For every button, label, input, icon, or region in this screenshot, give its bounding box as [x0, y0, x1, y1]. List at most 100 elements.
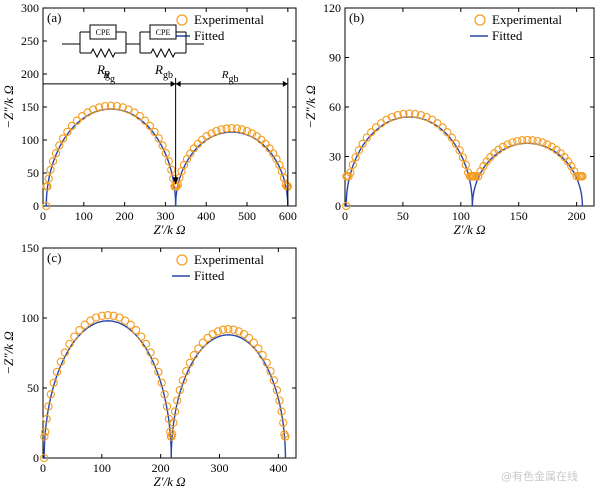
y-tick-label: 300	[21, 1, 39, 15]
experimental-point	[89, 105, 98, 114]
y-tick-label: 0	[33, 199, 39, 213]
panel-label: (a)	[47, 10, 61, 25]
arrowhead	[172, 177, 179, 185]
experimental-point	[194, 344, 203, 353]
resistor-element	[140, 47, 186, 59]
experimental-point	[518, 136, 527, 145]
arrowhead	[170, 80, 176, 87]
experimental-point	[513, 136, 522, 146]
experimental-point	[217, 125, 226, 134]
experimental-point	[393, 111, 402, 120]
experimental-point	[461, 160, 470, 169]
experimental-point	[56, 357, 65, 366]
x-tick-label: 0	[40, 209, 46, 223]
experimental-point	[387, 112, 397, 122]
experimental-point	[247, 129, 257, 138]
experimental-point	[40, 453, 49, 463]
legend-experimental-marker	[176, 254, 188, 266]
experimental-point	[106, 101, 116, 110]
legend-experimental-label: Experimental	[194, 252, 264, 267]
experimental-point	[198, 338, 208, 347]
experimental-point	[43, 182, 52, 191]
experimental-point	[118, 103, 127, 112]
cpe-label: CPE	[156, 28, 171, 37]
experimental-point	[232, 124, 242, 133]
experimental-point	[46, 390, 55, 399]
y-tick-label: 150	[21, 241, 39, 255]
experimental-point	[498, 142, 508, 152]
experimental-point	[157, 378, 166, 387]
experimental-point	[416, 111, 426, 120]
x-tick-label: 300	[211, 461, 229, 475]
x-tick-label: 200	[116, 209, 134, 223]
experimental-point	[170, 407, 180, 416]
experimental-point	[249, 338, 258, 347]
fitted-curve-1	[43, 320, 172, 459]
experimental-point	[227, 123, 236, 133]
experimental-point	[130, 108, 139, 117]
experimental-point	[410, 109, 420, 119]
legend-fitted-label: Fitted	[492, 28, 523, 43]
experimental-point	[154, 367, 163, 377]
experimental-point	[237, 125, 247, 134]
experimental-point	[72, 116, 82, 125]
fitted-curve-1	[345, 116, 474, 207]
experimental-point	[189, 351, 199, 360]
experimental-point	[140, 116, 150, 125]
experimental-point	[109, 311, 118, 320]
x-tick-label: 600	[279, 209, 297, 223]
x-tick-label: 0	[342, 209, 348, 223]
experimental-point	[175, 386, 184, 395]
circuit-label-rgb: Rgb	[154, 62, 173, 81]
plot-frame	[42, 247, 297, 459]
panel-0: 0 100 200 300 400 500 600050100150200250300Z′/…	[1, 1, 297, 237]
x-tick-label: 0	[40, 461, 46, 475]
experimental-point	[137, 332, 146, 341]
experimental-point	[254, 344, 263, 353]
experimental-point	[277, 407, 286, 416]
fitted-curve-2	[174, 131, 289, 207]
experimental-point	[538, 138, 547, 147]
experimental-point	[160, 390, 169, 399]
experimental-point	[362, 133, 371, 142]
fitted-curve-1	[45, 108, 177, 206]
experimental-point	[193, 139, 203, 149]
experimental-point	[213, 327, 223, 336]
experimental-point	[158, 141, 167, 150]
experimental-point	[150, 357, 159, 366]
y-axis-label: −Z″/k Ω	[1, 331, 16, 374]
y-axis-label: −Z″/k Ω	[1, 85, 16, 128]
x-tick-label: 50	[397, 209, 409, 223]
x-tick-label: 100	[93, 461, 111, 475]
y-axis-label: −Z″/k Ω	[303, 85, 318, 128]
experimental-point	[533, 136, 542, 146]
experimental-point	[55, 141, 64, 150]
experimental-point	[471, 172, 481, 181]
experimental-point	[52, 367, 62, 377]
legend-fitted-label: Fitted	[194, 268, 225, 283]
experimental-point	[51, 149, 61, 158]
experimental-point	[135, 112, 144, 121]
experimental-point	[348, 160, 357, 169]
panel-2: 0 100 200 300 400 0 50 100 150 Z′/k Ω −Z″/k Ω (c) Ex…	[1, 241, 297, 488]
experimental-point	[126, 320, 135, 329]
legend-experimental-label: Experimental	[492, 12, 562, 27]
experimental-point	[354, 146, 364, 155]
experimental-point	[212, 126, 221, 136]
experimental-point	[154, 134, 163, 143]
experimental-point	[120, 316, 130, 325]
experimental-point	[49, 378, 58, 387]
legend-experimental-marker	[474, 14, 486, 26]
watermark-text: @有色金属在线	[501, 470, 578, 483]
experimental-point	[234, 327, 243, 336]
x-tick-label: 400	[269, 461, 287, 475]
experimental-point	[222, 124, 231, 133]
experimental-point	[70, 332, 79, 341]
experimental-point	[543, 140, 552, 149]
experimental-point	[451, 139, 461, 148]
experimental-point	[447, 133, 456, 142]
experimental-point	[474, 172, 483, 181]
x-tick-label: 400	[197, 209, 215, 223]
y-tick-label: 90	[329, 51, 341, 65]
experimental-point	[455, 146, 464, 155]
